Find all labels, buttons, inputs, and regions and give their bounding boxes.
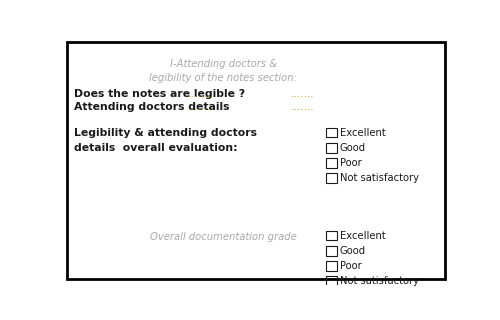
Bar [326,231,337,240]
Text: Not satisfactory: Not satisfactory [340,276,418,286]
Text: Good: Good [340,143,365,153]
Bar [326,158,337,168]
Bar [326,143,337,153]
Bar [326,128,337,138]
Text: details  overall evaluation:: details overall evaluation: [74,143,238,153]
Bar [326,173,337,183]
Text: Attending doctors details: Attending doctors details [74,102,230,112]
Text: .......: ....... [188,102,212,112]
Text: Good: Good [340,246,365,256]
Text: Excellent: Excellent [340,230,386,241]
Text: I-Attending doctors &: I-Attending doctors & [170,59,277,69]
Text: .......: ....... [188,89,212,99]
Text: Not satisfactory: Not satisfactory [340,173,418,183]
Text: Does the notes are legible ?: Does the notes are legible ? [74,89,245,99]
Bar [326,246,337,256]
Text: Poor: Poor [340,261,361,271]
Text: .......: ....... [291,102,314,112]
Text: Legibility & attending doctors: Legibility & attending doctors [74,128,257,138]
Text: Overall documentation grade: Overall documentation grade [150,232,296,242]
Text: .......: ....... [291,89,314,99]
Text: Poor: Poor [340,158,361,168]
Bar [326,276,337,286]
Text: Excellent: Excellent [340,128,386,138]
Bar [326,261,337,271]
Text: legibility of the notes section:: legibility of the notes section: [150,73,298,83]
